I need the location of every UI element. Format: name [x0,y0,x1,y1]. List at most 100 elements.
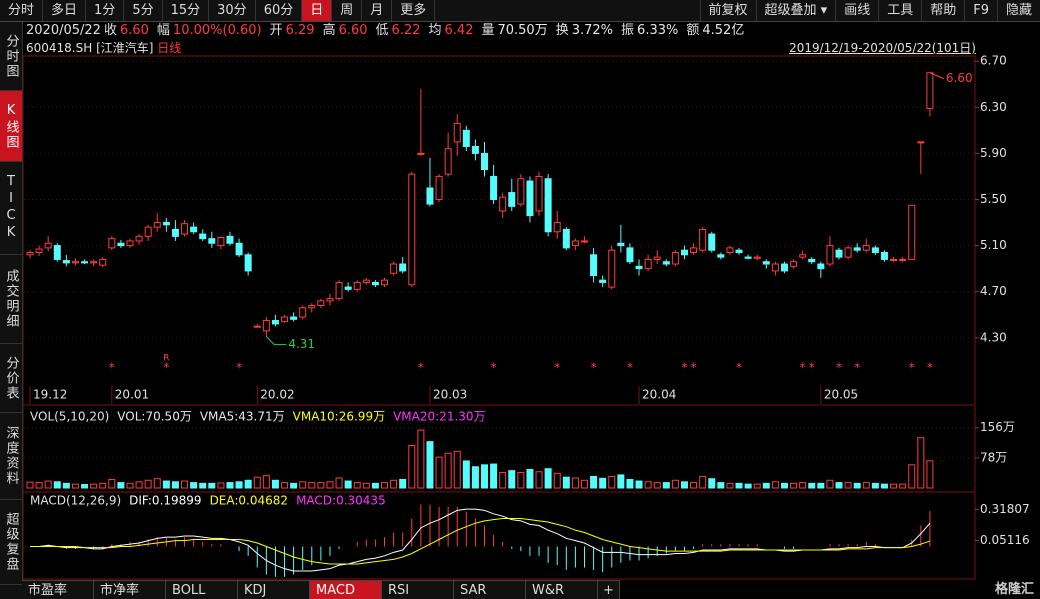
volume-bar [326,481,334,489]
y-tick-label: 78万 [980,450,1007,464]
volume-bar [562,476,570,489]
volume-bar [199,482,207,489]
volume-bar [462,460,470,489]
indicator-tab[interactable]: SAR [454,581,526,599]
candle-body [844,247,852,258]
volume-bar [299,481,307,489]
candle-body [653,256,661,260]
candle-body [435,175,443,200]
tool-button[interactable]: 隐藏 [996,0,1040,21]
volume-bar [771,481,779,489]
indicator-tab[interactable]: 市盈率 [22,581,94,599]
side-tab[interactable]: TICK [0,162,22,255]
candle-body [81,261,89,264]
volume-bar [217,482,225,489]
candle-body [208,238,216,244]
volume-bar [571,477,579,489]
candle-body [290,316,298,320]
side-tab[interactable]: 分时图 [0,22,22,91]
candle-body [626,247,634,263]
side-tab[interactable]: 超级复盘 [0,500,22,585]
y-tick-label: 5.90 [980,146,1007,160]
candle-body [926,72,934,109]
candle-body [617,242,625,247]
volume-bar [108,479,116,489]
indicator-tab[interactable]: RSI [382,581,454,599]
indicator-tab[interactable]: BOLL [166,581,238,599]
side-tab[interactable]: 深度资料 [0,413,22,500]
volume-bar [899,483,907,489]
indicator-tab[interactable]: MACD [310,581,382,599]
candle-body [462,129,470,147]
candle-body [690,247,698,253]
tool-button[interactable]: F9 [964,0,997,21]
volume-bar [381,482,389,489]
volume-bar [626,479,634,489]
volume-bar [580,479,588,489]
candle-body [344,286,352,290]
candle-body [453,122,461,143]
candle-body [735,249,743,253]
indicator-tab[interactable]: W&R [526,581,598,599]
volume-bar [753,483,761,489]
macd-line [30,508,931,572]
side-tab[interactable]: 分价表 [0,344,22,413]
volume-bar [144,479,152,489]
indicator-tab[interactable]: 市净率 [94,581,166,599]
candle-body [117,242,125,247]
volume-bar [499,472,507,489]
candle-body [899,258,907,261]
volume-bar [435,456,443,489]
toolbar: 分时 多日 1分 5分 15分 30分 60分日周月更多 [0,0,1040,22]
volume-bar [844,482,852,489]
side-tab[interactable]: 成交明细 [0,255,22,344]
candle-body [226,235,234,244]
candle-body [790,261,798,267]
event-flag: * [854,361,860,375]
volume-bar [153,478,161,489]
date-range[interactable]: 2019/12/19-2020/05/22(101日) [789,41,976,55]
volume-bar [290,482,298,489]
tool-button[interactable]: 帮助 [921,0,964,21]
volume-bar [399,479,407,489]
volume-bar [871,482,879,489]
period-tab[interactable]: 月 [362,0,393,21]
candle-body [281,316,289,323]
tool-button[interactable]: 前复权 [699,0,756,21]
period-tab[interactable]: 周 [332,0,363,21]
candle-body [871,247,879,253]
period-tab[interactable]: 多日 [43,0,87,21]
volume-bar [762,482,770,489]
y-tick-label: 5.10 [980,238,1007,252]
volume-bar [371,482,379,489]
event-flag: * [491,361,497,375]
info-value: 10.00%(0.60) [172,23,262,38]
indicator-tab[interactable]: + [598,581,620,599]
tool-button[interactable]: 画线 [835,0,878,21]
period-tab[interactable]: 5分 [124,0,163,21]
event-flag: * [681,361,687,375]
period-tab[interactable]: 30分 [209,0,256,21]
candle-body [144,226,152,237]
candle-body [199,233,207,240]
candle-body [862,245,870,251]
period-tab[interactable]: 更多 [392,0,436,21]
volume-bar [726,482,734,489]
candle-body [817,263,825,270]
side-tab[interactable]: K线图 [0,91,22,162]
candle-body [353,281,361,290]
period-tab[interactable]: 1分 [86,0,125,21]
period-tab[interactable]: 15分 [163,0,210,21]
period-tab[interactable]: 分时 [0,0,44,21]
candle-body [308,304,316,309]
info-value: 3.72% [571,23,614,38]
tool-button[interactable]: 超级叠加 ▾ [755,0,836,21]
candle-body [880,251,888,260]
candle-body [53,245,61,260]
tool-button[interactable]: 工具 [878,0,921,21]
period-tab[interactable]: 60分 [256,0,303,21]
candle-body [580,240,588,243]
indicator-tab[interactable]: KDJ [238,581,310,599]
volume-bar [535,471,543,489]
period-tab[interactable]: 日 [302,0,333,21]
